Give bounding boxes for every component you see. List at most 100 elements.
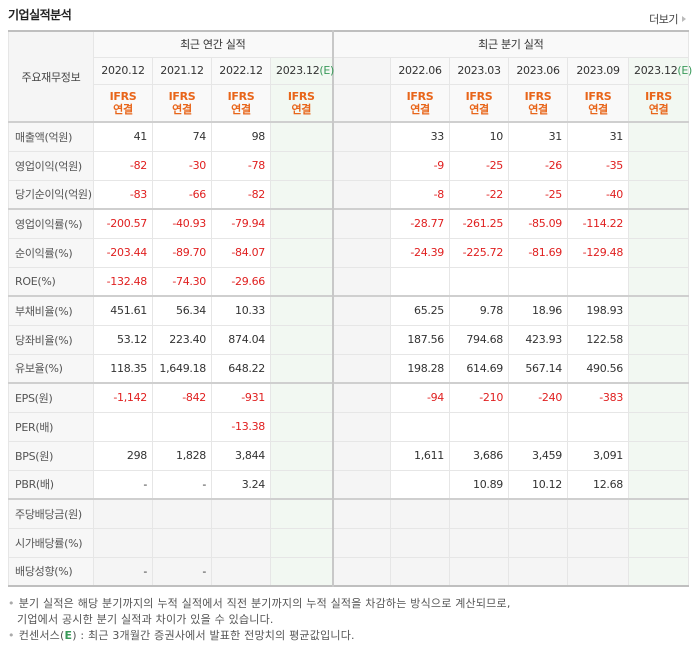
- quarter-value: [508, 556, 569, 587]
- financial-performance-table: 주요재무정보 최근 연간 실적 최근 분기 실적 2020.12 2021.12 2…: [8, 30, 692, 587]
- annual-value: 98: [211, 121, 271, 152]
- quarter-value: [508, 266, 569, 297]
- quarter-gap-cell: [331, 121, 392, 152]
- annual-value: [269, 527, 334, 558]
- quarter-value: 198.28: [390, 353, 451, 384]
- quarter-value: 31: [508, 121, 569, 152]
- period-label: 2023.06: [516, 64, 560, 77]
- annual-value: 298: [93, 440, 153, 471]
- row-label: PER(배): [8, 411, 94, 442]
- period-annual-2023.12: 2023.12(E): [269, 56, 334, 85]
- annual-value: -931: [211, 382, 271, 413]
- row-label: PBR(배): [8, 469, 94, 500]
- annual-value: 10.33: [211, 295, 271, 326]
- quarter-gap-cell: [331, 527, 392, 558]
- quarter-value: 187.56: [390, 324, 451, 355]
- basis-ifrs-consolidated: IFRS 연결: [508, 83, 569, 123]
- note-3-suffix: ) : 최근 3개월간 증권사에서 발표한 전망치의 평균값입니다.: [72, 629, 355, 642]
- period-annual-2022.12: 2022.12: [211, 56, 271, 85]
- quarter-value: -8: [390, 179, 451, 210]
- annual-value: 223.40: [152, 324, 212, 355]
- table-row: 부채비율(%) 451.61 56.34 10.33 65.25 9.78 18.96 198…: [8, 295, 690, 326]
- basis-ifrs: IFRS: [168, 89, 196, 103]
- quarter-value: 10: [449, 121, 510, 152]
- annual-value: -30: [152, 150, 212, 181]
- table-row: ROE(%) -132.48 -74.30 -29.66: [8, 266, 690, 297]
- annual-value: 874.04: [211, 324, 271, 355]
- quarter-value: 3,459: [508, 440, 569, 471]
- quarter-value: [449, 556, 510, 587]
- row-label: 영업이익(억원): [8, 150, 94, 181]
- quarter-value: -94: [390, 382, 451, 413]
- table-row: 순이익률(%) -203.44 -89.70 -84.07 -24.39 -225.72-…: [8, 237, 690, 268]
- quarter-gap-cell: [331, 556, 392, 587]
- annual-value: [269, 440, 334, 471]
- more-link[interactable]: 더보기: [649, 11, 686, 27]
- quarter-gap-cell: [331, 498, 392, 529]
- annual-value: -66: [152, 179, 212, 210]
- quarter-value: -24.39: [390, 237, 451, 268]
- quarter-value: [390, 498, 451, 529]
- row-label: 영업이익률(%): [8, 208, 94, 239]
- quarter-value: [628, 150, 690, 181]
- quarter-gap-cell: [331, 208, 392, 239]
- period-label: 2021.12: [160, 64, 204, 77]
- basis-ifrs: IFRS: [645, 89, 672, 103]
- basis-ifrs: IFRS: [465, 89, 493, 103]
- quarter-value: [628, 498, 690, 529]
- basis-ifrs: IFRS: [584, 89, 612, 103]
- annual-value: -200.57: [93, 208, 153, 239]
- table-row: 배당성향(%) - -: [8, 556, 690, 587]
- annual-value: -79.94: [211, 208, 271, 239]
- quarter-gap-cell: [331, 237, 392, 268]
- period-quarter-2023.03: 2023.03: [449, 56, 510, 85]
- annual-value: [93, 498, 153, 529]
- quarter-value: [628, 237, 690, 268]
- table-row: PBR(배) - -3.24 10.89 10.12 12.68: [8, 469, 690, 500]
- annual-value: 648.22: [211, 353, 271, 384]
- note-3-prefix: 컨센서스(: [18, 629, 65, 642]
- period-label: 2020.12: [101, 64, 145, 77]
- quarter-value: 567.14: [508, 353, 569, 384]
- row-label: EPS(원): [8, 382, 94, 413]
- quarter-value: -383: [567, 382, 630, 413]
- quarter-value: 12.68: [567, 469, 630, 500]
- quarter-gap-cell: [331, 382, 392, 413]
- quarter-value: [628, 266, 690, 297]
- quarter-value: [390, 469, 451, 500]
- basis-ifrs: IFRS: [287, 89, 315, 103]
- table-row: 영업이익률(%) -200.57 -40.93 -79.94 -28.77 -261.25…: [8, 208, 690, 239]
- quarter-value: 18.96: [508, 295, 569, 326]
- basis-consolidated: 연결: [469, 102, 489, 116]
- quarter-value: 65.25: [390, 295, 451, 326]
- annual-value: [269, 498, 334, 529]
- basis-ifrs-consolidated: IFRS 연결: [269, 83, 334, 123]
- period-annual-2020.12: 2020.12: [93, 56, 153, 85]
- annual-value: 118.35: [93, 353, 153, 384]
- annual-value: [269, 237, 334, 268]
- basis-consolidated: 연결: [291, 102, 312, 116]
- period-label: 2022.12: [219, 64, 263, 77]
- annual-value: [152, 498, 212, 529]
- quarter-value: -210: [449, 382, 510, 413]
- annual-value: -: [152, 469, 212, 500]
- quarter-gap-cell: [331, 469, 392, 500]
- basis-consolidated: 연결: [231, 102, 251, 116]
- annual-value: [211, 556, 271, 587]
- quarter-value: [567, 411, 630, 442]
- row-label: 매출액(억원): [8, 121, 94, 152]
- quarter-value: [508, 411, 569, 442]
- table-row: PER(배) -13.38: [8, 411, 690, 442]
- period-quarter-2023.06: 2023.06: [508, 56, 569, 85]
- quarter-value: 9.78: [449, 295, 510, 326]
- quarter-gap-cell: [331, 324, 392, 355]
- annual-value: [269, 324, 334, 355]
- quarter-value: -35: [567, 150, 630, 181]
- quarter-value: 10.12: [508, 469, 569, 500]
- quarter-value: 33: [390, 121, 451, 152]
- annual-value: 56.34: [152, 295, 212, 326]
- basis-ifrs-consolidated: IFRS 연결: [567, 83, 630, 123]
- row-label: 배당성향(%): [8, 556, 94, 587]
- quarter-value: [567, 527, 630, 558]
- basis-consolidated: 연결: [528, 102, 548, 116]
